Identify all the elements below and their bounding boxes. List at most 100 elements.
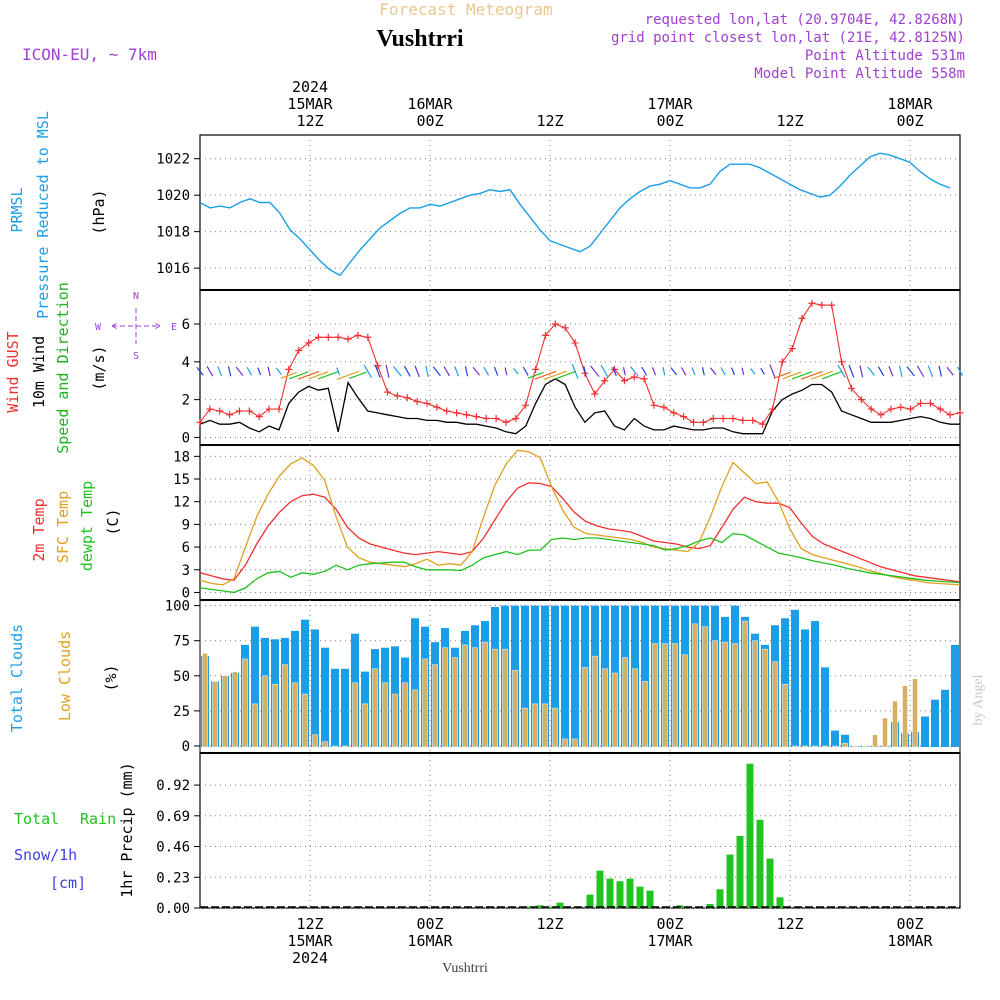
gust-marker: [334, 333, 342, 341]
y-tick-label: 25: [173, 704, 190, 720]
series-label-dewpt: dewpt Temp: [78, 481, 96, 571]
wind-direction-arrow: [651, 367, 657, 376]
wind-direction-arrow: [848, 364, 855, 378]
gust-marker: [788, 345, 796, 353]
rain-bar: [766, 858, 774, 908]
total-cloud-bar: [841, 734, 849, 747]
gust-marker: [265, 405, 273, 413]
total-cloud-bar: [641, 605, 649, 747]
total-cloud-bar: [561, 605, 569, 747]
gust-marker: [462, 411, 470, 419]
wind-direction-arrow: [769, 364, 776, 379]
low-cloud-bar: [232, 671, 238, 748]
rain-bar: [606, 878, 614, 908]
y-tick-label: 1022: [156, 152, 190, 168]
low-cloud-bar: [522, 707, 528, 748]
y-tick-label: 18: [173, 449, 190, 465]
total-cloud-bar: [801, 629, 809, 747]
low-cloud-bar: [672, 643, 678, 748]
low-cloud-bar: [822, 745, 828, 748]
low-cloud-bar: [292, 682, 298, 748]
total-cloud-bar: [571, 605, 579, 747]
rain-bar: [736, 835, 744, 908]
gust-marker: [482, 415, 490, 423]
footer-location: Vushtrri: [442, 961, 488, 976]
temp-2m-series: [199, 482, 961, 583]
rain-bar: [586, 894, 594, 908]
series-label-prmsl: PRMSL: [8, 187, 26, 232]
compass-n: N: [133, 291, 139, 302]
total-cloud-bar: [831, 730, 839, 747]
wind-direction-arrow: [612, 366, 617, 376]
gust-marker: [393, 392, 401, 400]
low-cloud-bar: [832, 745, 838, 748]
wind-direction-arrow: [464, 366, 469, 377]
gust-marker: [917, 399, 925, 407]
gust-marker: [798, 314, 806, 322]
total-cloud-bar: [921, 716, 929, 747]
wind-direction-arrow: [927, 365, 934, 378]
gust-marker: [591, 390, 599, 398]
wind-direction-arrow: [288, 371, 309, 380]
series-label-wind: 10m Wind: [30, 336, 48, 408]
rain-bar: [636, 886, 644, 908]
watermark: by Angel: [971, 674, 986, 725]
wind-direction-arrow: [782, 371, 802, 380]
wind-direction-arrow: [432, 366, 441, 377]
temp-dewpt-series: [199, 532, 961, 594]
temp-sfc-series: [199, 449, 961, 586]
wind-direction-arrow: [888, 366, 894, 377]
gust-marker: [699, 418, 707, 426]
y-tick-label: 1018: [156, 225, 190, 241]
gust-marker: [226, 411, 234, 419]
wind-gust-series: [199, 302, 961, 425]
gust-marker: [768, 405, 776, 413]
top-date-label: 15MAR: [287, 95, 333, 113]
wind-direction-arrow: [267, 366, 271, 377]
gust-marker: [601, 377, 609, 385]
series-label-low-clouds: Low Clouds: [56, 631, 74, 721]
gust-marker: [857, 396, 865, 404]
y-tick-label: 2: [182, 393, 190, 409]
wind-direction-arrow: [308, 371, 329, 380]
low-cloud-bar: [282, 664, 288, 748]
low-cloud-bar: [812, 745, 818, 748]
wind-direction-arrow: [206, 366, 214, 377]
y-tick-label: 50: [173, 669, 190, 685]
y-tick-label: 6: [182, 540, 190, 556]
total-cloud-bar: [541, 605, 549, 747]
gust-marker: [235, 407, 243, 415]
low-cloud-bar: [702, 626, 708, 748]
gust-marker: [522, 401, 530, 409]
y-tick-label: 0: [182, 739, 190, 755]
low-cloud-bar: [712, 640, 718, 748]
wind-direction-arrow: [898, 365, 903, 377]
wind-direction-arrow: [527, 371, 544, 379]
low-cloud-bar: [382, 682, 388, 748]
wind-direction-arrow: [709, 367, 717, 376]
wind-direction-arrow: [196, 366, 204, 376]
rain-bar: [746, 763, 754, 908]
wind-direction-arrow: [859, 365, 864, 378]
wind-direction-arrow: [600, 364, 609, 378]
low-cloud-bar: [332, 745, 338, 748]
wind-direction-arrow: [472, 366, 481, 376]
top-hour-label: 12Z: [536, 112, 563, 130]
low-cloud-bar: [512, 669, 518, 748]
wind-direction-arrow: [810, 370, 833, 380]
top-hour-label: 00Z: [416, 112, 443, 130]
compass-s: S: [133, 351, 139, 362]
gust-marker: [729, 415, 737, 423]
y-tick-label: 3: [182, 563, 190, 579]
total-cloud-bar: [941, 689, 949, 747]
low-cloud-bar: [572, 738, 578, 748]
top-hour-label: 00Z: [656, 112, 683, 130]
wind-speed-series: [199, 378, 960, 435]
total-cloud-bar: [931, 699, 939, 747]
gust-marker: [354, 331, 362, 339]
low-cloud-bar: [272, 683, 278, 748]
y-tick-label: 12: [173, 495, 190, 511]
bottom-time-label: 18MAR: [887, 932, 933, 950]
bottom-time-label: 12Z: [296, 915, 323, 933]
bottom-time-label: 17MAR: [647, 932, 693, 950]
